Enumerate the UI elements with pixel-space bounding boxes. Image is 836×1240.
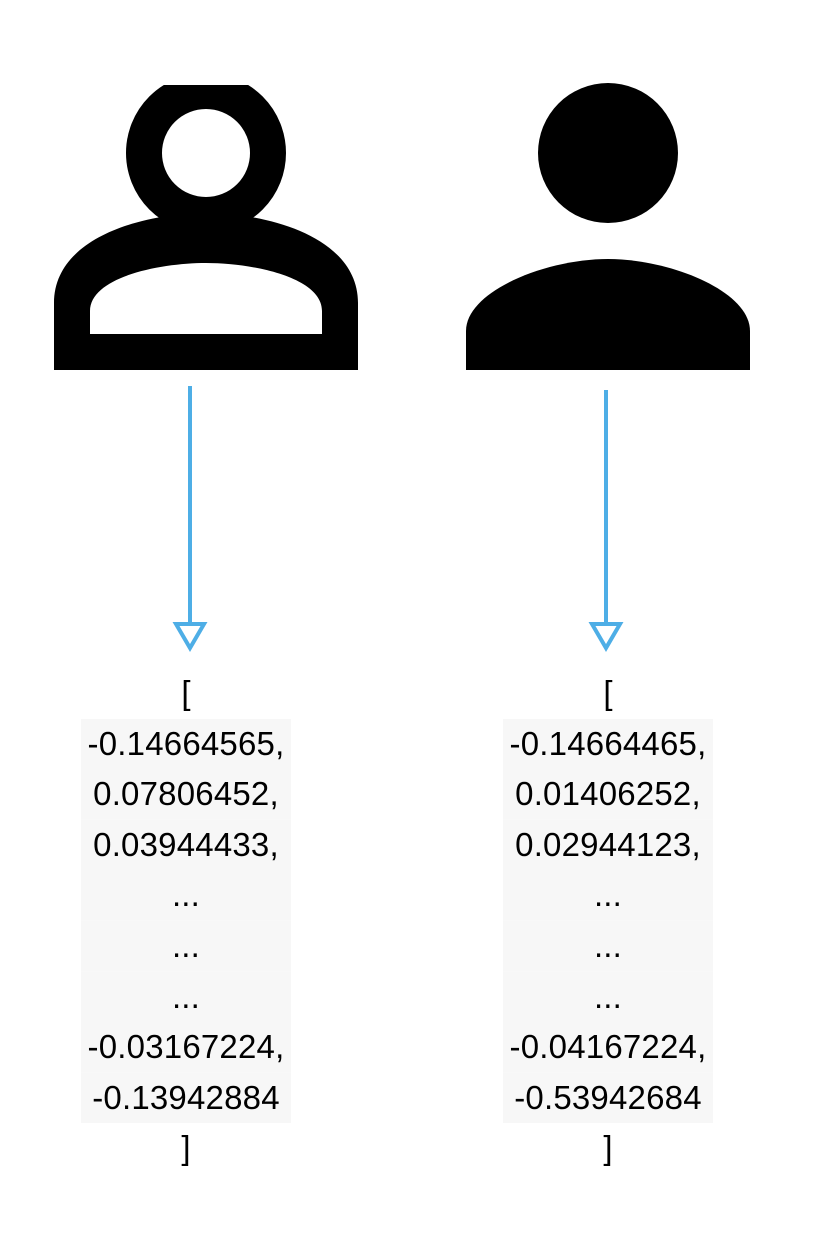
down-arrow-right bbox=[588, 390, 624, 652]
vector-value: 0.07806452, bbox=[56, 769, 316, 820]
vector-value: 0.02944123, bbox=[478, 819, 738, 871]
vector-value: -0.04167224, bbox=[478, 1022, 738, 1073]
vector-open-bracket: [ bbox=[181, 674, 191, 711]
vector-value: -0.03167224, bbox=[56, 1022, 316, 1073]
embedding-vector-left: [ -0.14664565, 0.07806452, 0.03944433, .… bbox=[56, 668, 316, 1174]
vector-ellipsis: ... bbox=[56, 971, 316, 1023]
vector-value: 0.01406252, bbox=[478, 769, 738, 820]
vector-close-bracket: ] bbox=[603, 1129, 613, 1167]
vector-value: 0.03944433, bbox=[56, 819, 316, 871]
vector-open-bracket: [ bbox=[603, 674, 613, 711]
embedding-vector-right: [ -0.14664465, 0.01406252, 0.02944123, .… bbox=[478, 668, 738, 1174]
vector-value: -0.53942684 bbox=[478, 1072, 738, 1124]
person-outline-icon bbox=[54, 85, 358, 370]
vector-value: -0.14664565, bbox=[56, 718, 316, 770]
vector-ellipsis: ... bbox=[56, 870, 316, 921]
vector-close-bracket: ] bbox=[181, 1129, 191, 1167]
down-arrow-left bbox=[172, 386, 208, 652]
vector-value: -0.14664465, bbox=[478, 718, 738, 770]
person-filled-icon bbox=[466, 83, 750, 370]
vector-ellipsis: ... bbox=[56, 920, 316, 972]
vector-ellipsis: ... bbox=[478, 920, 738, 972]
vector-ellipsis: ... bbox=[478, 870, 738, 921]
vector-value: -0.13942884 bbox=[56, 1072, 316, 1124]
vector-ellipsis: ... bbox=[478, 971, 738, 1023]
